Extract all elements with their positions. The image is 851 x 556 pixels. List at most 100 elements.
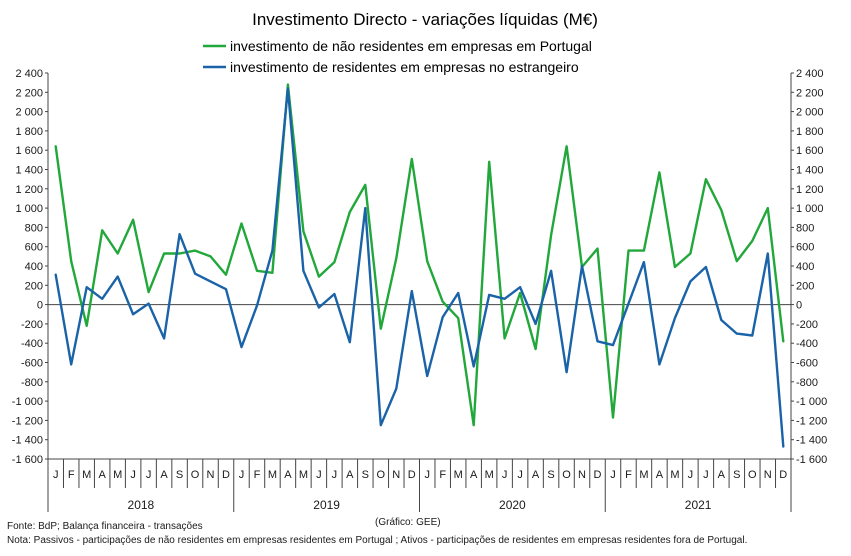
x-tick-label-month: S [547, 469, 554, 481]
x-tick-label-month: D [222, 469, 230, 481]
x-tick-label-month: J [703, 469, 709, 481]
x-tick-label-month: A [656, 469, 664, 481]
y-tick-label-right: 1 600 [796, 145, 824, 157]
y-tick-label-right: 1 400 [796, 165, 824, 177]
y-tick-label-right: 0 [796, 300, 802, 312]
x-tick-label-month: F [68, 469, 75, 481]
y-tick-label-left: -1 400 [12, 435, 43, 447]
y-tick-label-left: -200 [21, 319, 43, 331]
y-tick-label-left: 200 [25, 280, 43, 292]
x-tick-label-month: J [610, 469, 616, 481]
y-tick-label-right: 2 200 [796, 87, 824, 99]
x-tick-label-year: 2021 [685, 498, 712, 512]
x-tick-label-month: J [332, 469, 338, 481]
y-tick-label-left: 1 600 [15, 145, 43, 157]
y-tick-label-left: -400 [21, 338, 43, 350]
x-tick-label-month: J [239, 469, 245, 481]
x-tick-label-month: D [594, 469, 602, 481]
x-tick-label-month: A [160, 469, 168, 481]
y-tick-label-left: -1 000 [12, 396, 43, 408]
series-line-residents [54, 87, 785, 448]
x-tick-label-month: J [53, 469, 59, 481]
x-tick-label-month: M [113, 469, 122, 481]
x-tick-label-month: F [254, 469, 261, 481]
y-tick-label-right: 1 200 [796, 184, 824, 196]
footnote: Nota: Passivos - participações de não re… [7, 535, 747, 546]
y-tick-label-left: 1 800 [15, 126, 43, 138]
x-tick-label-month: M [299, 469, 308, 481]
y-tick-label-left: 600 [25, 242, 43, 254]
y-tick-label-left: 1 400 [15, 165, 43, 177]
x-tick-label-month: A [99, 469, 107, 481]
x-tick-label-month: O [191, 469, 200, 481]
chart-credit: (Gráfico: GEE) [375, 517, 441, 528]
y-tick-label-left: 2 400 [15, 68, 43, 80]
x-tick-label-month: J [146, 469, 152, 481]
y-tick-label-right: -1 000 [796, 396, 827, 408]
x-tick-label-month: N [207, 469, 215, 481]
x-tick-label-month: J [316, 469, 322, 481]
x-tick-label-month: N [764, 469, 772, 481]
y-tick-label-left: -600 [21, 358, 43, 370]
x-tick-label-month: J [688, 469, 694, 481]
y-tick-label-left: 1 000 [15, 203, 43, 215]
x-tick-label-month: A [718, 469, 726, 481]
x-tick-label-month: M [268, 469, 277, 481]
y-tick-label-left: 1 200 [15, 184, 43, 196]
y-tick-label-left: 0 [37, 300, 43, 312]
y-tick-label-right: 600 [796, 242, 814, 254]
y-tick-label-left: -1 200 [12, 415, 43, 427]
y-tick-label-left: 2 200 [15, 87, 43, 99]
x-tick-label-month: D [408, 469, 416, 481]
x-tick-label-month: A [532, 469, 540, 481]
x-tick-label-month: A [284, 469, 292, 481]
y-tick-label-right: -1 400 [796, 435, 827, 447]
x-tick-label-month: D [779, 469, 787, 481]
y-tick-label-left: -800 [21, 377, 43, 389]
x-tick-label-month: O [748, 469, 757, 481]
y-tick-label-right: -800 [796, 377, 818, 389]
x-tick-label-month: M [485, 469, 494, 481]
y-tick-label-right: -400 [796, 338, 818, 350]
series-line-non-residents [54, 83, 785, 427]
x-tick-label-month: F [625, 469, 632, 481]
legend-label-residents: investimento de residentes em empresas n… [230, 59, 579, 75]
y-tick-label-right: 2 400 [796, 68, 824, 80]
x-tick-label-month: J [517, 469, 523, 481]
x-tick-label-month: O [377, 469, 386, 481]
x-tick-label-month: M [670, 469, 679, 481]
x-tick-label-month: J [130, 469, 136, 481]
x-tick-label-year: 2019 [313, 498, 340, 512]
x-tick-label-month: A [346, 469, 354, 481]
x-tick-label-month: N [392, 469, 400, 481]
y-tick-label-right: 400 [796, 261, 814, 273]
x-tick-label-year: 2020 [499, 498, 526, 512]
y-tick-label-right: 1 000 [796, 203, 824, 215]
legend: investimento de não residentes em empres… [203, 38, 592, 75]
y-tick-label-left: 2 000 [15, 107, 43, 119]
y-tick-label-right: 200 [796, 280, 814, 292]
x-tick-label-month: S [733, 469, 740, 481]
x-tick-label-year: 2018 [128, 498, 155, 512]
x-tick-label-month: F [439, 469, 446, 481]
y-tick-label-right: -600 [796, 358, 818, 370]
y-tick-label-right: 1 800 [796, 126, 824, 138]
y-axis-left: 2 400 2 200 2 000 1 800 1 600 1 400 1 200 1 000… [12, 68, 49, 466]
source-note: Fonte: BdP; Balança financeira - transaç… [7, 521, 203, 532]
y-tick-label-left: 800 [25, 222, 43, 234]
x-tick-label-month: M [82, 469, 91, 481]
x-tick-label-month: O [562, 469, 571, 481]
x-tick-label-month: N [578, 469, 586, 481]
x-tick-label-month: J [502, 469, 508, 481]
y-tick-label-right: -1 200 [796, 415, 827, 427]
x-tick-label-month: J [424, 469, 430, 481]
y-tick-label-right: -200 [796, 319, 818, 331]
legend-label-non-residents: investimento de não residentes em empres… [230, 38, 592, 54]
y-tick-label-left: 400 [25, 261, 43, 273]
y-axis-right: 2 400 2 200 2 000 1 800 1 600 1 400 1 200 1 000… [790, 68, 827, 466]
chart-title: Investimento Directo - variações líquida… [252, 10, 598, 29]
y-tick-label-right: 800 [796, 222, 814, 234]
x-tick-label-month: A [470, 469, 478, 481]
